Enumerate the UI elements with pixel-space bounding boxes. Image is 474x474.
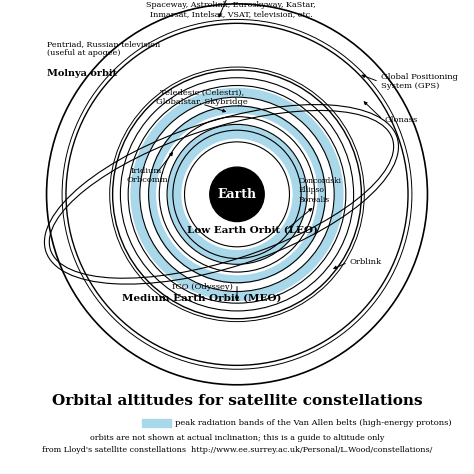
- Text: Earth: Earth: [218, 188, 256, 201]
- Text: orbits are not shown at actual inclination; this is a guide to altitude only: orbits are not shown at actual inclinati…: [90, 434, 384, 441]
- Text: Teledesic (Celestri),
Globalstar, Skybridge: Teledesic (Celestri), Globalstar, Skybri…: [156, 89, 248, 106]
- Text: Concordski
Ellipso
Borealis: Concordski Ellipso Borealis: [298, 177, 341, 204]
- Text: Orbital altitudes for satellite constellations: Orbital altitudes for satellite constell…: [52, 393, 422, 408]
- Text: Low Earth Orbit (LEO): Low Earth Orbit (LEO): [187, 226, 318, 235]
- Text: Medium Earth Orbit (MEO): Medium Earth Orbit (MEO): [122, 294, 282, 303]
- Circle shape: [210, 167, 264, 221]
- Text: from Lloyd's satellite constellations  http://www.ee.surrey.ac.uk/Personal/L.Woo: from Lloyd's satellite constellations ht…: [42, 447, 432, 454]
- Text: Iridium,
Orbcomm: Iridium, Orbcomm: [127, 166, 168, 183]
- Text: ICO (Odyssey): ICO (Odyssey): [172, 283, 232, 291]
- Text: Glonass: Glonass: [385, 117, 418, 125]
- Text: Orblink: Orblink: [350, 258, 382, 266]
- Text: Global Positioning
System (GPS): Global Positioning System (GPS): [381, 73, 458, 90]
- Text: Molnya orbit: Molnya orbit: [46, 69, 117, 78]
- Text: Pentriad, Russian television
(useful at apogee): Pentriad, Russian television (useful at …: [46, 40, 160, 57]
- Text: Spaceway, Astrolink, Euroskyway, KaStar,
Inmarsat, Intelsat, VSAT, television, e: Spaceway, Astrolink, Euroskyway, KaStar,…: [146, 1, 316, 18]
- Text: peak radiation bands of the Van Allen belts (high-energy protons): peak radiation bands of the Van Allen be…: [175, 419, 452, 427]
